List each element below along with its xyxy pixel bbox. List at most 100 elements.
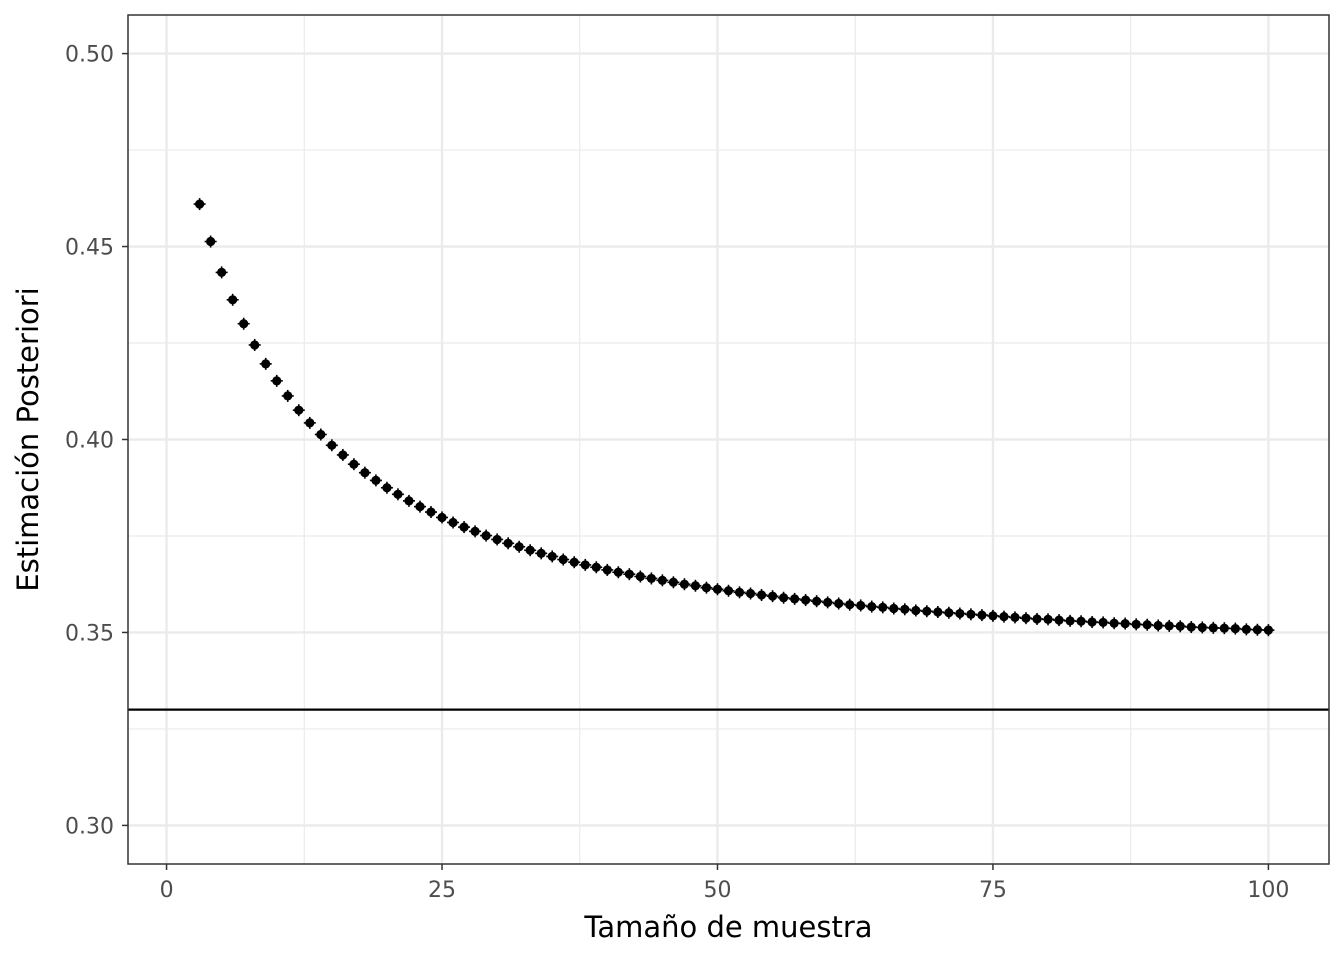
data-point [646,573,656,584]
data-point [745,588,756,599]
data-point [712,584,723,594]
data-point [283,391,293,401]
data-point [1010,612,1020,623]
data-point [845,600,855,610]
x-tick-label: 0 [160,878,174,903]
data-point [1263,625,1273,635]
data-point [911,605,921,616]
y-tick-label: 0.40 [65,429,114,454]
major-gridlines [128,15,1329,864]
data-point [228,295,238,305]
data-point [1087,617,1097,627]
data-point [1076,616,1086,626]
data-point [723,586,734,596]
data-point [1021,613,1031,623]
data-point [624,569,634,579]
data-point [1219,623,1229,633]
data-point [426,507,436,517]
data-point [448,517,458,528]
data-point [536,548,546,558]
data-point [602,565,612,575]
minor-gridlines [128,15,1329,864]
data-point [393,489,403,499]
data-point [580,560,590,570]
data-point [217,267,227,278]
data-point [514,542,524,552]
data-point [1131,619,1141,629]
data-point [492,534,502,545]
data-point [1098,617,1108,628]
data-point [206,236,216,247]
data-point [823,597,833,607]
data-point [867,601,877,612]
data-point [316,429,326,440]
data-point [933,607,943,617]
data-point [470,526,480,536]
data-point [1142,620,1152,630]
data-point [1208,623,1218,633]
data-point [294,405,304,415]
data-point [613,567,623,577]
data-point [195,199,205,209]
data-point [503,538,513,548]
data-point [756,590,767,600]
y-tick-label: 0.50 [65,43,114,68]
y-tick-label: 0.30 [65,814,114,839]
data-point [1120,618,1130,629]
data-point [1065,616,1075,626]
data-point [239,319,249,329]
data-point [801,595,811,605]
data-point [371,475,381,486]
data-point [1241,624,1251,634]
data-point [778,593,789,603]
data-point [1109,618,1119,628]
data-point [966,609,976,619]
data-point [250,340,260,350]
x-tick-label: 100 [1247,878,1289,903]
data-point [668,577,679,587]
data-point [305,418,315,428]
data-point [272,376,282,386]
data-point [569,557,579,567]
data-point [1230,623,1240,634]
data-point [812,596,822,606]
data-point [1175,621,1185,631]
plot-panel [127,14,1330,865]
data-point [1032,614,1042,624]
data-point [944,608,954,618]
y-tick-label: 0.45 [65,236,114,261]
data-points [193,198,1275,637]
data-point [1186,622,1196,632]
data-point [558,554,568,565]
data-point [547,551,557,562]
data-point [1043,614,1053,624]
data-point [591,562,601,572]
data-point [999,612,1009,622]
data-point [360,468,370,478]
data-point [1197,622,1207,633]
data-point [525,545,535,555]
data-point [261,359,271,369]
data-point [1153,620,1163,631]
y-tick-label: 0.35 [65,621,114,646]
data-point [459,522,469,532]
data-point [922,606,932,616]
data-point [349,459,359,469]
data-point [856,600,866,611]
x-tick-label: 50 [703,878,731,903]
data-point [1252,625,1262,635]
data-point [338,450,348,460]
data-point [701,583,712,593]
data-point [767,591,778,601]
data-point [690,581,701,591]
data-point [1164,621,1174,631]
data-point [900,604,910,614]
data-point [415,502,425,512]
data-point [955,608,965,619]
data-point [988,611,998,621]
data-point [635,571,645,582]
y-axis: 0.30 0.35 0.40 0.45 0.50 [65,43,128,839]
data-point [734,587,745,597]
